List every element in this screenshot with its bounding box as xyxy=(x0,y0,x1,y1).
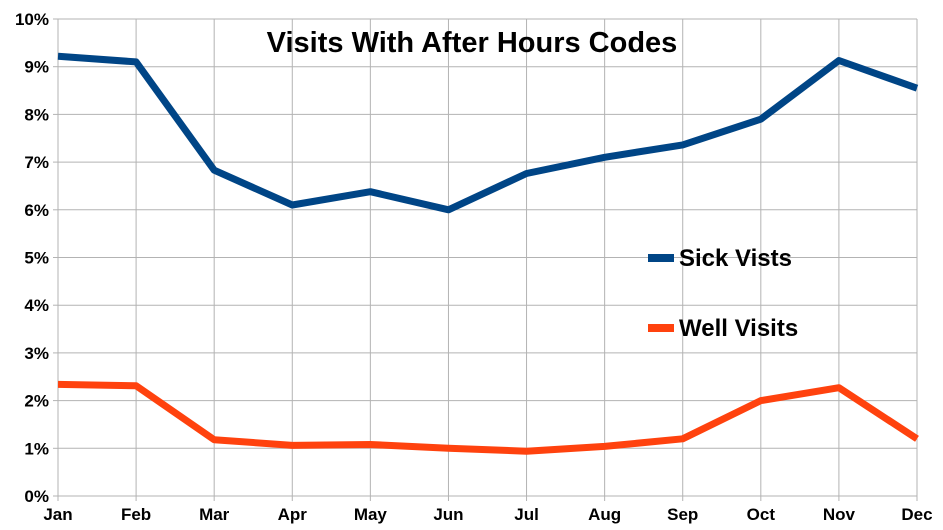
x-tick-label: Jul xyxy=(514,505,539,524)
y-tick-label: 7% xyxy=(24,153,49,172)
legend-item-sick-visits: Sick Vists xyxy=(648,245,792,272)
y-tick-label: 0% xyxy=(24,487,49,506)
legend-swatch xyxy=(648,324,674,332)
series-lines xyxy=(57,52,919,455)
y-tick-label: 6% xyxy=(24,201,49,220)
legend-swatch xyxy=(648,254,674,262)
x-tick-label: May xyxy=(354,505,388,524)
legend-item-well-visits: Well Visits xyxy=(648,315,798,342)
x-tick-label: Dec xyxy=(901,505,932,524)
x-tick-label: Apr xyxy=(278,505,308,524)
axes xyxy=(53,18,918,501)
x-tick-label: Feb xyxy=(121,505,151,524)
x-tick-label: Sep xyxy=(667,505,698,524)
series-line-well-visits xyxy=(57,380,919,455)
y-tick-label: 8% xyxy=(24,105,49,124)
legend: Sick Vists Well Visits xyxy=(648,245,798,342)
x-tick-label: Oct xyxy=(747,505,776,524)
legend-label: Sick Vists xyxy=(679,245,792,272)
gridlines xyxy=(58,18,918,496)
chart-title: Visits With After Hours Codes xyxy=(267,27,678,59)
x-axis-tick-labels: Jan Feb Mar Apr May Jun Jul Aug Sep Oct Nov Dec xyxy=(43,505,932,524)
x-tick-label: Mar xyxy=(199,505,230,524)
x-tick-label: Jun xyxy=(433,505,463,524)
y-tick-label: 5% xyxy=(24,249,49,268)
y-tick-label: 2% xyxy=(24,392,49,411)
y-tick-label: 3% xyxy=(24,344,49,363)
x-tick-label: Nov xyxy=(823,505,856,524)
y-axis-tick-labels: 0% 1% 2% 3% 4% 5% 6% 7% 8% 9% 10% xyxy=(15,10,49,506)
x-tick-label: Aug xyxy=(588,505,621,524)
y-tick-label: 9% xyxy=(24,58,49,77)
x-tick-label: Jan xyxy=(43,505,72,524)
series-line-sick-visits xyxy=(57,52,919,214)
y-tick-label: 4% xyxy=(24,296,49,315)
y-tick-label: 10% xyxy=(15,10,49,29)
legend-label: Well Visits xyxy=(679,315,798,342)
y-tick-label: 1% xyxy=(24,439,49,458)
